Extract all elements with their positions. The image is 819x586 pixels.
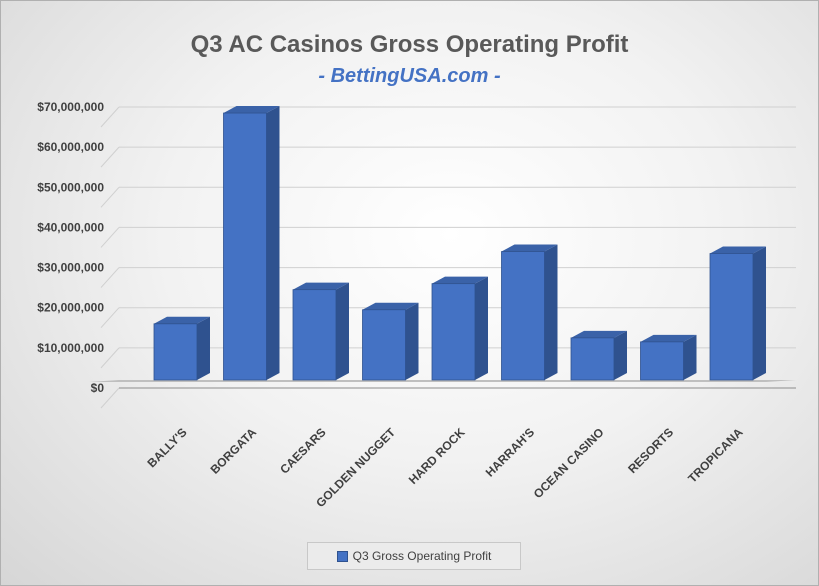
bar-side: [197, 316, 210, 380]
x-tick-label: HARRAH'S: [483, 425, 537, 479]
x-tick-label: BALLY'S: [145, 425, 190, 470]
x-tick-label: RESORTS: [625, 425, 676, 476]
bar-side: [753, 246, 766, 380]
bar-top: [154, 316, 210, 324]
bar-side: [266, 106, 280, 381]
x-tick-label: TROPICANA: [685, 425, 746, 486]
legend-swatch: [336, 550, 348, 562]
bar: [709, 253, 754, 381]
chart-subtitle: - BettingUSA.com -: [318, 65, 501, 87]
legend-label: Q3 Gross Operating Profit: [352, 549, 492, 563]
x-tick-label: BORGATA: [208, 425, 260, 477]
x-tick-label: HARD ROCK: [406, 425, 468, 487]
y-tick-label: $50,000,000: [37, 180, 104, 194]
gridline-side: [100, 347, 120, 369]
bar: [431, 283, 476, 381]
bar-top: [710, 246, 766, 254]
bar-side: [336, 282, 349, 380]
y-tick-label: $20,000,000: [37, 301, 104, 315]
y-tick-label: $30,000,000: [37, 261, 104, 275]
x-tick-label: CAESARS: [277, 425, 328, 476]
bar-side: [405, 302, 419, 380]
legend: Q3 Gross Operating Profit: [307, 542, 521, 570]
bar-top: [640, 334, 697, 342]
bar-top: [362, 302, 419, 310]
y-tick-label: $0: [91, 381, 105, 395]
bar-side: [683, 334, 697, 380]
y-tick-label: $10,000,000: [37, 341, 104, 355]
bar-side: [544, 244, 558, 380]
gridline-side: [100, 387, 120, 409]
gridline-side: [100, 267, 120, 288]
gridline-side: [100, 307, 120, 329]
bar: [640, 341, 684, 381]
bar-top: [432, 276, 488, 284]
gridline-side: [100, 186, 120, 208]
bar: [153, 323, 198, 381]
bar: [223, 112, 267, 381]
y-tick-label: $40,000,000: [37, 220, 104, 234]
y-tick-label: $60,000,000: [37, 140, 104, 154]
bar: [501, 251, 545, 381]
bar: [570, 337, 615, 381]
plot-floor: [89, 380, 796, 382]
bar-side: [475, 276, 488, 380]
bar-top: [501, 244, 558, 252]
gridline-side: [100, 146, 120, 168]
x-tick-label: OCEAN CASINO: [531, 425, 607, 501]
y-tick-label: $70,000,000: [37, 100, 104, 114]
bar-side: [614, 330, 627, 380]
bar-top: [293, 282, 349, 290]
bar-top: [223, 106, 280, 114]
chart-title: Q3 AC Casinos Gross Operating Profit: [190, 31, 629, 58]
bar: [292, 289, 337, 381]
gridline-side: [100, 227, 120, 248]
gridline-side: [100, 106, 120, 128]
bar: [362, 309, 406, 381]
bar-top: [571, 330, 627, 338]
